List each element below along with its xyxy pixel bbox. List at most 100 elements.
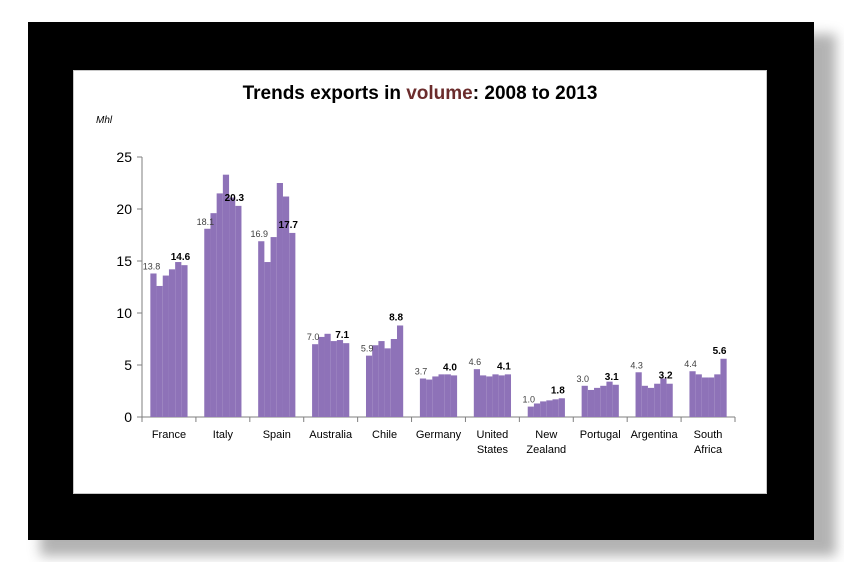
bar <box>486 376 493 417</box>
data-label-2013: 3.2 <box>659 371 673 382</box>
bar <box>587 389 595 417</box>
y-tick-label: 25 <box>116 149 132 165</box>
bar <box>432 376 439 417</box>
bar <box>480 375 487 417</box>
bar <box>419 378 427 417</box>
bar <box>444 374 451 417</box>
data-label-2013: 4.1 <box>497 361 511 372</box>
y-tick-label: 10 <box>116 305 132 321</box>
bar <box>473 369 481 417</box>
title-part-3: : 2008 to 2013 <box>472 83 598 104</box>
data-label-2013: 7.1 <box>335 330 349 341</box>
bar <box>204 228 211 417</box>
data-label-2008: 3.0 <box>576 374 589 384</box>
bar <box>235 205 242 417</box>
bar <box>641 385 648 417</box>
category-label: Argentina <box>631 429 679 441</box>
data-label-2008: 3.7 <box>415 367 428 377</box>
bar <box>708 377 715 417</box>
bar <box>647 387 655 417</box>
bar <box>330 341 337 417</box>
bar <box>216 193 223 417</box>
category-label: Spain <box>263 429 291 441</box>
bar <box>270 237 277 417</box>
bar <box>533 403 541 417</box>
category-label: Zealand <box>526 444 566 456</box>
bar <box>600 385 607 417</box>
bar <box>426 379 433 417</box>
bar <box>612 384 619 417</box>
data-label-2013: 4.0 <box>443 362 457 373</box>
bar <box>289 232 296 417</box>
bar <box>210 213 217 417</box>
bar <box>229 197 236 417</box>
data-label-2013: 8.8 <box>389 312 403 323</box>
bar <box>258 241 265 417</box>
bar <box>343 343 350 417</box>
bar <box>168 269 176 417</box>
category-label: Germany <box>416 429 462 441</box>
category-label: Africa <box>694 444 723 456</box>
data-label-2013: 17.7 <box>279 220 299 231</box>
category-label: New <box>535 429 557 441</box>
bar <box>546 400 553 417</box>
bar <box>175 262 182 417</box>
bar <box>666 383 673 417</box>
category-label: Australia <box>309 429 353 441</box>
bar <box>498 375 505 417</box>
bar <box>222 174 230 417</box>
bar <box>701 377 709 417</box>
bar <box>714 374 721 417</box>
bar <box>312 344 319 417</box>
category-label: Italy <box>213 429 234 441</box>
bar <box>378 341 385 417</box>
data-label-2013: 3.1 <box>605 372 619 383</box>
bar <box>324 333 331 417</box>
category-label: South <box>694 429 723 441</box>
y-tick-label: 0 <box>124 409 132 425</box>
bar <box>594 387 601 417</box>
data-label-2013: 14.6 <box>171 252 191 263</box>
data-label-2008: 16.9 <box>251 229 269 239</box>
bar <box>606 381 613 417</box>
y-tick-label: 15 <box>116 253 132 269</box>
data-label-2008: 4.6 <box>469 357 482 367</box>
title-part-1: Trends exports in <box>242 83 407 104</box>
bar <box>181 265 188 417</box>
bar <box>384 348 391 417</box>
y-unit-label: Mhl <box>96 115 113 126</box>
bar <box>150 273 157 417</box>
bar <box>365 355 373 417</box>
category-label: Chile <box>372 429 397 441</box>
bar <box>492 374 499 417</box>
bar <box>450 375 458 417</box>
bar <box>660 378 667 417</box>
bar <box>282 196 290 417</box>
data-label-2008: 1.0 <box>523 395 536 405</box>
category-label: France <box>152 429 186 441</box>
category-label: United <box>477 429 509 441</box>
data-label-2008: 7.0 <box>307 332 320 342</box>
data-label-2013: 1.8 <box>551 385 565 396</box>
bar-chart: 0 5 10 15 20 25 13.8 14.6 France 18.1 20.3 Italy 16.… <box>116 149 736 456</box>
bar <box>264 262 271 417</box>
data-label-2008: 4.4 <box>684 359 697 369</box>
bar <box>527 406 534 417</box>
bar <box>654 383 661 417</box>
bar <box>276 183 283 417</box>
bar <box>162 275 169 417</box>
bar <box>396 325 404 417</box>
bar <box>558 398 565 417</box>
category-label: States <box>477 444 509 456</box>
y-tick-label: 20 <box>116 201 132 217</box>
data-label-2013: 5.6 <box>713 346 727 357</box>
title-highlight-volume: volume <box>406 83 473 104</box>
bar <box>372 345 379 417</box>
data-label-2008: 5.9 <box>361 344 374 354</box>
bar <box>552 399 559 417</box>
bar <box>504 374 512 417</box>
bar <box>695 374 702 417</box>
bar <box>689 371 696 417</box>
bar <box>720 358 727 417</box>
bar <box>438 374 445 417</box>
